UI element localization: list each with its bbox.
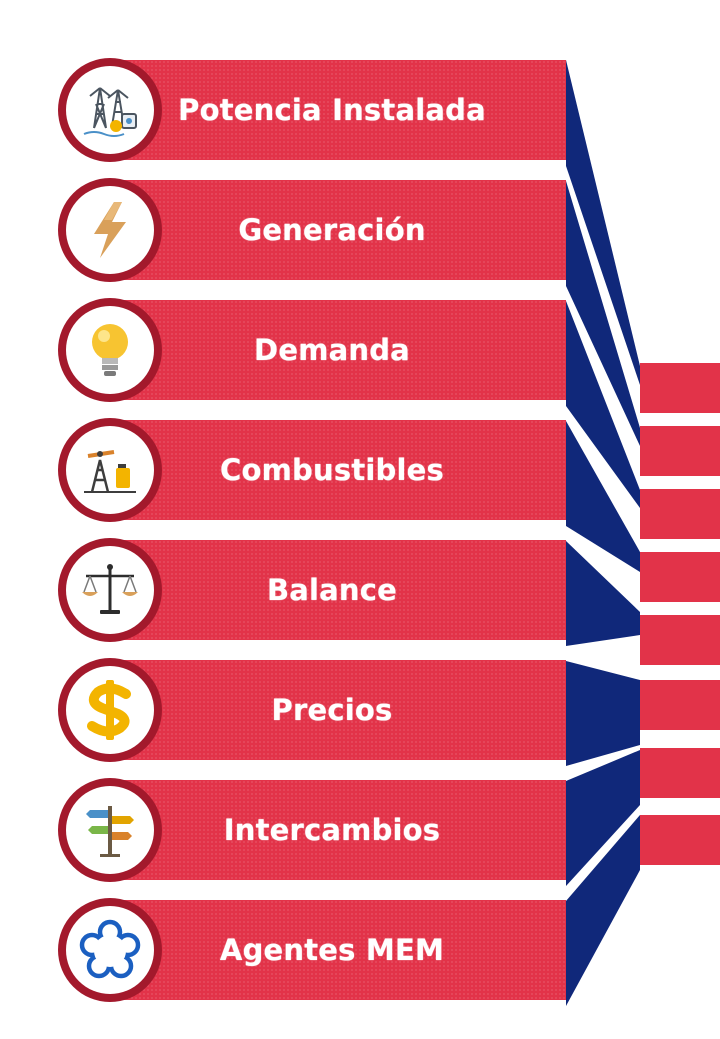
menu-item-bar	[98, 780, 566, 880]
power-tower-icon	[83, 87, 137, 137]
stack-tab	[640, 680, 720, 730]
icon-badge	[58, 58, 162, 162]
menu-item-label: Combustibles	[220, 453, 444, 487]
menu-item-label: Demanda	[254, 333, 410, 367]
icon-badge	[58, 778, 162, 882]
menu-item-label: Potencia Instalada	[178, 93, 486, 127]
menu-item-agentes-mem[interactable]: Agentes MEM	[58, 898, 566, 1002]
menu-item-bar	[98, 300, 566, 400]
light-bulb-icon	[92, 324, 128, 376]
scale-icon	[82, 564, 138, 614]
stack-tab	[640, 815, 720, 865]
menu-item-bar	[98, 60, 566, 160]
menu-item-label: Intercambios	[223, 813, 441, 847]
flower-outline-icon	[79, 919, 141, 979]
icon-badge	[58, 898, 162, 1002]
dollar-icon	[87, 680, 131, 740]
menu-item-combustibles[interactable]: Combustibles	[58, 418, 566, 522]
menu-item-bar	[98, 420, 566, 520]
menu-item-precios[interactable]: Precios	[58, 658, 566, 762]
menu-item-bar	[98, 660, 566, 760]
stack-tab	[640, 748, 720, 798]
menu-item-generacion[interactable]: Generación	[58, 178, 566, 282]
signpost-icon	[86, 806, 134, 857]
menu-item-label: Agentes MEM	[219, 933, 445, 967]
menu-item-bar	[98, 900, 566, 1000]
stack-tab	[640, 552, 720, 602]
menu-item-label: Generación	[238, 213, 426, 247]
icon-badge	[58, 178, 162, 282]
icon-badge	[58, 658, 162, 762]
menu-item-label: Precios	[271, 693, 393, 727]
icon-badge	[58, 298, 162, 402]
menu-item-balance[interactable]: Balance	[58, 538, 566, 642]
icon-badge	[58, 418, 162, 522]
lightning-bolt-icon	[94, 202, 126, 258]
icon-badge	[58, 538, 162, 642]
stack-tab	[640, 426, 720, 476]
menu-item-intercambios[interactable]: Intercambios	[58, 778, 566, 882]
menu-item-label: Balance	[266, 573, 398, 607]
menu-item-demanda[interactable]: Demanda	[58, 298, 566, 402]
menu-item-potencia-instalada[interactable]: Potencia Instalada	[58, 58, 566, 162]
stack-tab	[640, 489, 720, 539]
oil-pump-icon	[84, 450, 136, 493]
stack-tab	[640, 615, 720, 665]
menu-item-bar	[98, 180, 566, 280]
stack-tab	[640, 363, 720, 413]
menu-item-bar	[98, 540, 566, 640]
